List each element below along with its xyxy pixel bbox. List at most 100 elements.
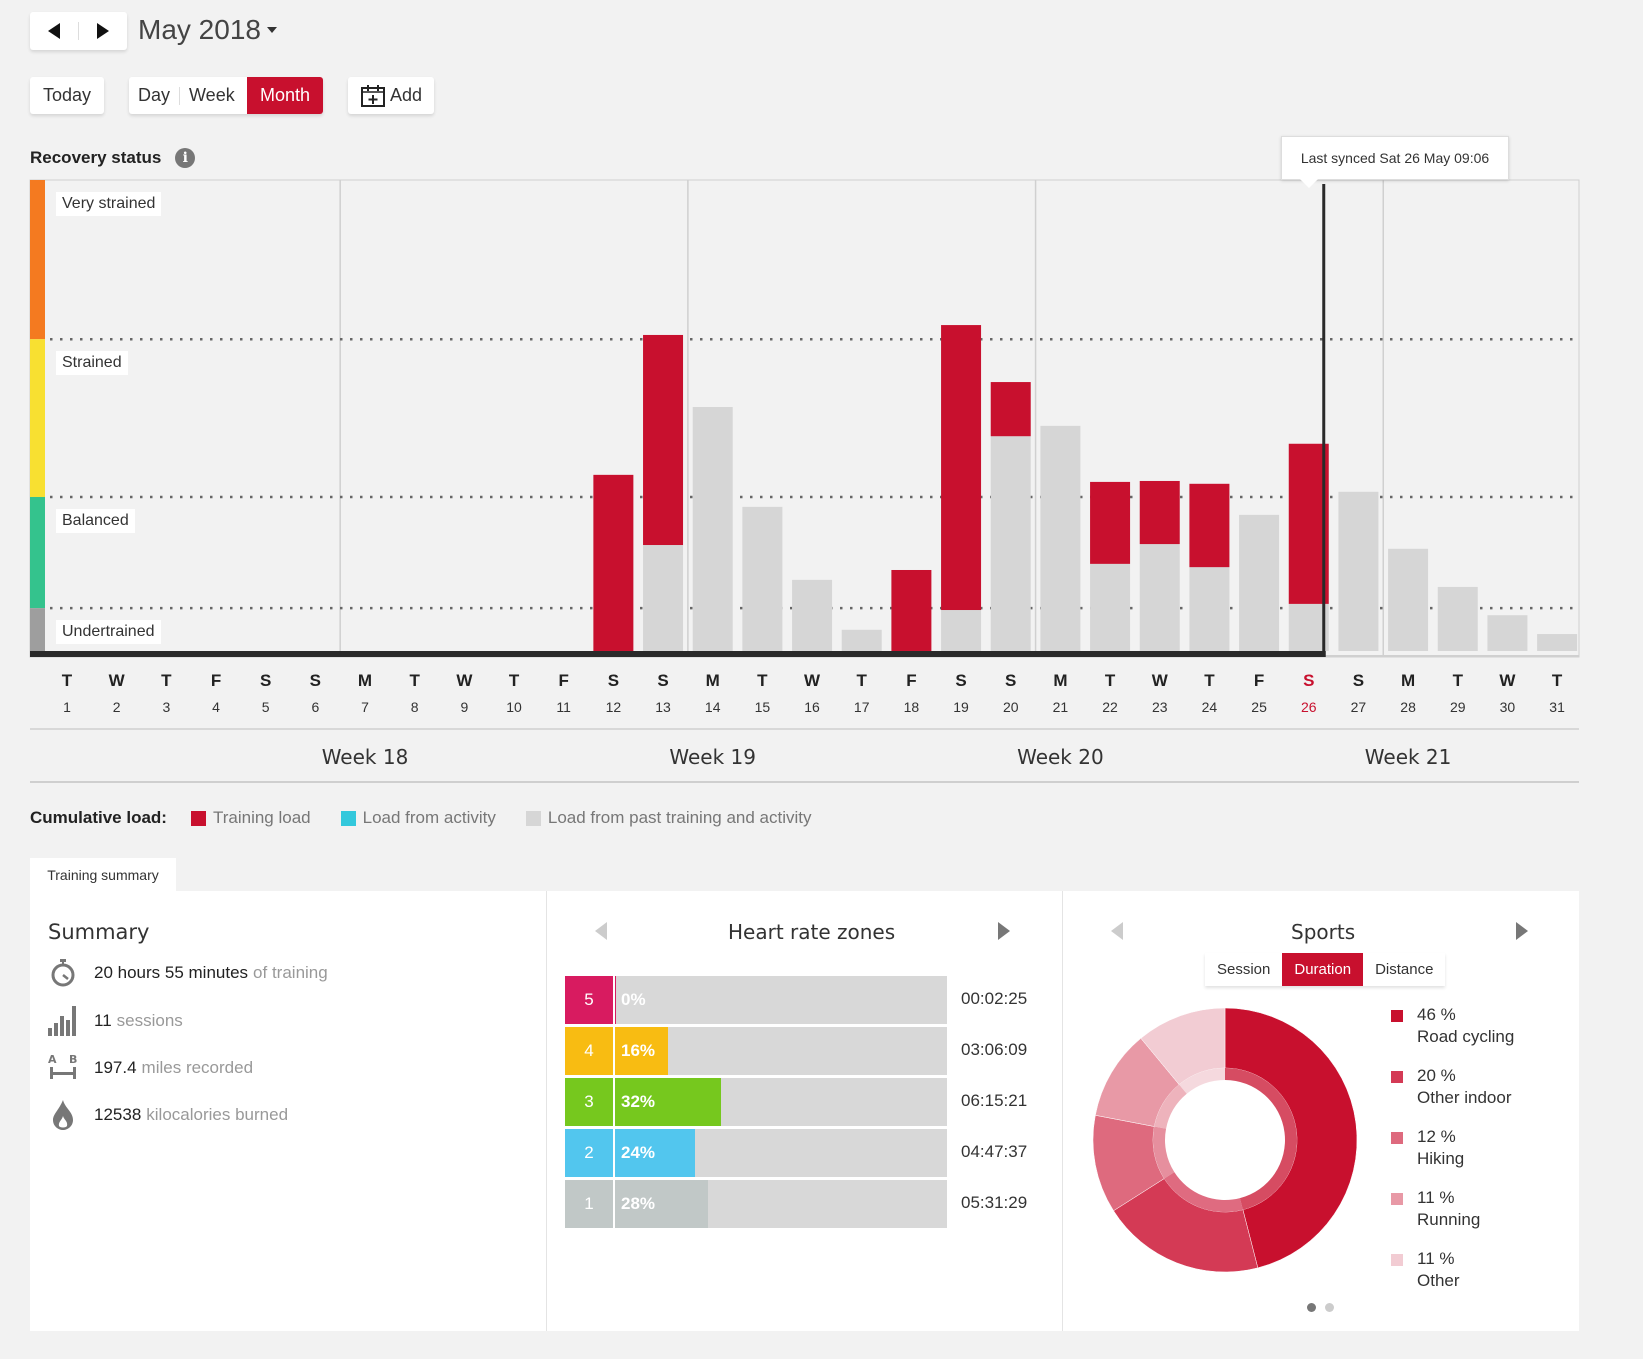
date-label[interactable]: 24 [1202,699,1218,715]
bar-past-load-day-19[interactable] [941,610,982,651]
bar-training-load-day-22[interactable] [1090,481,1131,564]
legend-text: 12 % Hiking [1417,1126,1464,1170]
bar-past-load-day-23[interactable] [1139,544,1180,651]
bar-training-load-day-18[interactable] [891,569,932,651]
bar-past-load-day-31[interactable] [1537,634,1578,651]
bar-past-load-day-29[interactable] [1437,586,1478,651]
view-week-button[interactable]: Week [189,85,235,105]
tab-distance[interactable]: Distance [1375,961,1434,978]
bar-past-load-day-30[interactable] [1487,615,1528,651]
weekday-label: S [657,671,668,690]
sports-donut-chart [1092,1007,1358,1273]
bar-past-load-day-28[interactable] [1388,548,1429,651]
bar-past-load-day-16[interactable] [792,579,833,651]
bar-training-load-day-23[interactable] [1139,480,1180,545]
date-label[interactable]: 14 [705,699,721,715]
bar-past-load-day-27[interactable] [1338,491,1379,651]
page-dot-active[interactable] [1307,1303,1316,1312]
recovery-chart: T 1 W 2 T 3 F 4 S 5 S 6 M 7 T 8 W 9 T 10 F 11 S 12 S 13 M 14 T 15 W 16 T… [29,179,1580,783]
bar-past-load-day-17[interactable] [841,629,882,651]
last-synced-marker [1322,184,1326,656]
date-label[interactable]: 4 [212,699,220,715]
date-label[interactable]: 30 [1500,699,1516,715]
tab-duration[interactable]: Duration [1282,953,1364,986]
tab-session[interactable]: Session [1217,961,1271,978]
bar-training-load-day-12[interactable] [593,474,634,651]
sports-next-arrow-icon[interactable] [1516,922,1528,940]
date-label[interactable]: 23 [1152,699,1168,715]
date-label[interactable]: 5 [262,699,270,715]
date-label[interactable]: 25 [1251,699,1267,715]
bar-past-load-day-15[interactable] [742,506,783,651]
sports-prev-arrow-icon[interactable] [1111,922,1123,940]
hr-next-arrow-icon[interactable] [998,922,1010,940]
prev-month-button[interactable] [30,12,78,50]
divider [78,22,79,40]
weekday-label: T [757,671,768,690]
zone-label-very-strained: Very strained [56,192,162,216]
date-label[interactable]: 27 [1351,699,1367,715]
bar-past-load-day-13[interactable] [643,545,684,651]
flame-icon [48,1100,78,1130]
weekday-label: S [310,671,321,690]
weekday-label: F [211,671,221,690]
date-label[interactable]: 10 [506,699,522,715]
bar-past-load-day-25[interactable] [1239,514,1280,651]
date-label[interactable]: 13 [655,699,671,715]
today-button[interactable]: Today [30,77,104,114]
date-label[interactable]: 1 [63,699,71,715]
bar-past-load-day-22[interactable] [1090,563,1131,651]
bar-past-load-day-26[interactable] [1288,603,1329,651]
view-day-button[interactable]: Day [138,85,171,105]
bar-training-load-day-20[interactable] [990,382,1031,437]
date-label[interactable]: 6 [311,699,319,715]
sport-name: Other indoor [1417,1088,1512,1107]
date-label[interactable]: 26 [1301,699,1317,715]
date-label[interactable]: 12 [606,699,622,715]
next-month-button[interactable] [79,12,127,50]
divider [179,86,181,105]
bar-training-load-day-26[interactable] [1288,443,1329,604]
date-label[interactable]: 22 [1102,699,1118,715]
add-label: Add [389,85,423,105]
bar-training-load-day-19[interactable] [941,325,982,611]
weekday-label: W [1499,671,1516,690]
info-icon[interactable]: i [175,148,196,168]
bar-past-load-day-20[interactable] [990,436,1031,651]
page-dot[interactable] [1325,1303,1334,1312]
month-picker[interactable]: May 2018 [138,14,277,46]
date-label[interactable]: 3 [162,699,170,715]
bar-past-load-day-14[interactable] [692,407,733,651]
weekday-label: M [1053,671,1067,690]
date-label[interactable]: 2 [113,699,121,715]
date-label[interactable]: 20 [1003,699,1019,715]
date-label[interactable]: 19 [953,699,969,715]
date-label[interactable]: 7 [361,699,369,715]
donut-inner-ring [1154,1084,1187,1129]
bar-training-load-day-13[interactable] [643,334,684,546]
hr-zone-row-3: 3 32% [565,1078,947,1126]
date-label[interactable]: 28 [1400,699,1416,715]
add-button[interactable]: Add [348,77,434,114]
legend-swatch [525,810,541,826]
bar-past-load-day-24[interactable] [1189,567,1230,651]
tab-training-summary[interactable]: Training summary [30,858,176,892]
date-label[interactable]: 9 [460,699,468,715]
date-label[interactable]: 8 [411,699,419,715]
date-label[interactable]: 16 [804,699,820,715]
bar-training-load-day-24[interactable] [1189,483,1230,568]
date-label[interactable]: 18 [904,699,920,715]
date-label[interactable]: 21 [1053,699,1069,715]
date-label[interactable]: 15 [755,699,771,715]
week-label: Week 21 [1365,745,1452,769]
date-label[interactable]: 31 [1549,699,1565,715]
legend-text: 11 % Other [1417,1248,1460,1292]
date-label[interactable]: 29 [1450,699,1466,715]
bar-past-load-day-21[interactable] [1040,425,1081,651]
date-label[interactable]: 11 [556,699,571,715]
view-month-button[interactable]: Month [246,77,323,114]
legend-swatch [190,810,206,826]
hr-prev-arrow-icon[interactable] [595,922,607,940]
date-label[interactable]: 17 [854,699,870,715]
